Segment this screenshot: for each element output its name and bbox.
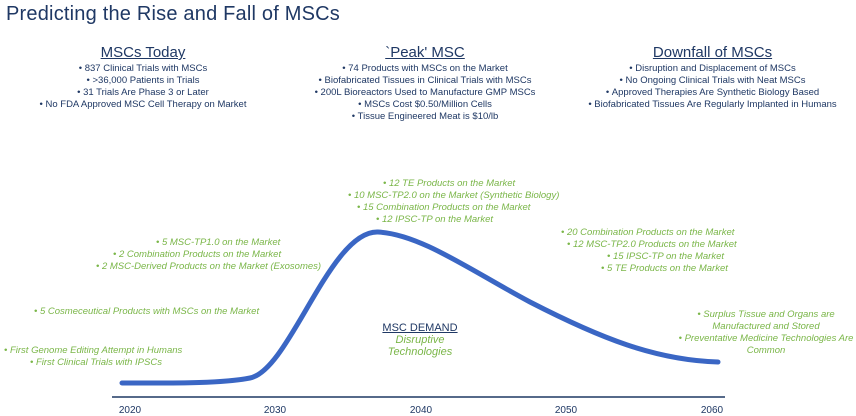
annotation-item: • Surplus Tissue and Organs are [697, 309, 835, 320]
axis-tick-label: 2030 [264, 405, 287, 416]
axis-tick-label: 2040 [410, 405, 433, 416]
list-item: >36,000 Patients in Trials [18, 75, 268, 87]
list-item: 200L Bioreactors Used to Manufacture GMP… [300, 87, 550, 99]
list-item: No Ongoing Clinical Trials with Neat MSC… [575, 75, 850, 87]
annotation-item: Common [746, 345, 786, 356]
demand-curve [119, 229, 721, 386]
annotation-item: 15 Combination Products on the Market [348, 202, 559, 214]
annotation-item: 5 MSC-TP1.0 on the Market [96, 237, 321, 249]
downfall-column: Downfall of MSCs Disruption and Displace… [575, 44, 850, 111]
downfall-heading: Downfall of MSCs [652, 44, 773, 61]
late-annotations: • Surplus Tissue and Organs are Manufact… [676, 309, 856, 357]
annotation-item: 15 IPSC-TP on the Market [561, 251, 737, 263]
axis-tick-label: 2060 [701, 405, 724, 416]
annotation-item: 2 MSC-Derived Products on the Market (Ex… [96, 261, 321, 273]
list-item: Approved Therapies Are Synthetic Biology… [575, 87, 850, 99]
list-item: 837 Clinical Trials with MSCs [18, 63, 268, 75]
demand-caption: MSC DEMAND Disruptive Technologies [362, 322, 478, 358]
list-item: Disruption and Displacement of MSCs [575, 63, 850, 75]
msc-today-heading: MSCs Today [100, 44, 186, 61]
msc-today-column: MSCs Today 837 Clinical Trials with MSCs… [18, 44, 268, 111]
annotation-item: First Genome Editing Attempt in Humans [4, 345, 182, 357]
annotation-item: Manufactured and Stored [712, 321, 820, 332]
list-item: Biofabricated Tissues in Clinical Trials… [300, 75, 550, 87]
cosmeceutical-annotation: 5 Cosmeceutical Products with MSCs on th… [34, 306, 259, 318]
list-item: MSCs Cost $0.50/Million Cells [300, 99, 550, 111]
axis-tick-label: 2020 [119, 405, 142, 416]
annotation-item: 12 TE Products on the Market [348, 178, 559, 190]
demand-label: MSC DEMAND [382, 322, 458, 334]
annotation-item: First Clinical Trials with IPSCs [4, 357, 182, 369]
decline-annotations: 20 Combination Products on the Market 12… [561, 227, 737, 275]
annotation-item: 5 TE Products on the Market [561, 263, 737, 275]
annotation-item: 20 Combination Products on the Market [561, 227, 737, 239]
list-item: Tissue Engineered Meat is $10/lb [300, 111, 550, 123]
annotation-item: 2 Combination Products on the Market [96, 249, 321, 261]
peak-annotations: 12 TE Products on the Market 10 MSC-TP2.… [348, 178, 559, 226]
list-item: 31 Trials Are Phase 3 or Later [18, 87, 268, 99]
annotation-item: 12 IPSC-TP on the Market [348, 214, 559, 226]
annotation-item: 12 MSC-TP2.0 Products on the Market [561, 239, 737, 251]
page-title: Predicting the Rise and Fall of MSCs [6, 3, 341, 25]
rise-annotations: 5 MSC-TP1.0 on the Market 2 Combination … [96, 237, 321, 273]
list-item: Biofabricated Tissues Are Regularly Impl… [575, 99, 850, 111]
peak-msc-column: `Peak' MSC 74 Products with MSCs on the … [300, 44, 550, 123]
annotation-item: 10 MSC-TP2.0 on the Market (Synthetic Bi… [348, 190, 559, 202]
list-item: 74 Products with MSCs on the Market [300, 63, 550, 75]
peak-msc-heading: `Peak' MSC [385, 44, 465, 61]
annotation-item: 5 Cosmeceutical Products with MSCs on th… [34, 306, 259, 318]
annotation-item: • Preventative Medicine Technologies Are [678, 333, 854, 344]
list-item: No FDA Approved MSC Cell Therapy on Mark… [18, 99, 268, 111]
demand-sublabel: Disruptive Technologies [387, 334, 453, 358]
axis-tick-label: 2050 [555, 405, 578, 416]
early-annotations: First Genome Editing Attempt in Humans F… [4, 345, 182, 369]
